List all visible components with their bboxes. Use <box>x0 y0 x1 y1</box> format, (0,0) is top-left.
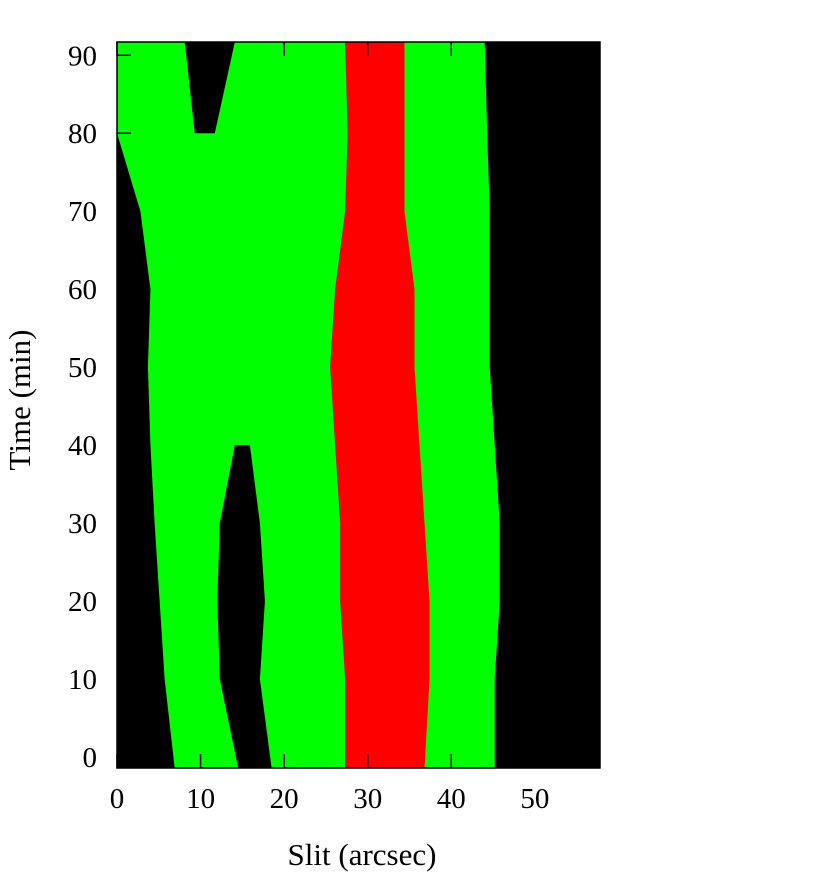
x-axis-label: Slit (arcsec) <box>288 837 437 872</box>
y-tick-label: 40 <box>68 430 97 462</box>
x-tick-label: 30 <box>353 783 382 815</box>
x-tick-label: 20 <box>270 783 299 815</box>
band <box>184 42 235 134</box>
y-tick-label: 30 <box>68 508 97 540</box>
plot-frame <box>116 41 601 769</box>
y-tick-label: 70 <box>68 196 97 228</box>
y-tick-label: 0 <box>83 742 98 774</box>
band <box>330 42 430 768</box>
y-tick-label: 10 <box>68 664 97 696</box>
y-tick-label: 80 <box>68 118 97 150</box>
y-axis-label: Time (min) <box>2 330 37 471</box>
y-tick-label: 90 <box>68 40 97 72</box>
y-tick-label: 50 <box>68 352 97 384</box>
band <box>117 42 500 768</box>
x-tick-label: 50 <box>520 783 549 815</box>
x-tick-label: 0 <box>110 783 125 815</box>
band <box>217 445 272 768</box>
y-tick-label: 60 <box>68 274 97 306</box>
x-tick-label: 40 <box>437 783 466 815</box>
y-tick-label: 20 <box>68 586 97 618</box>
x-tick-label: 10 <box>186 783 215 815</box>
